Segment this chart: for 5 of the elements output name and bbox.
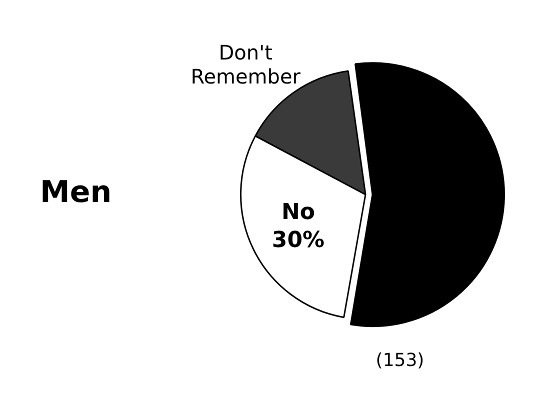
slice-label: Don't Remember: [190, 40, 302, 88]
data-label: 30%: [272, 228, 325, 254]
text: Men: [40, 175, 112, 210]
slice-label: No: [281, 200, 315, 226]
text: (153): [374, 350, 426, 371]
